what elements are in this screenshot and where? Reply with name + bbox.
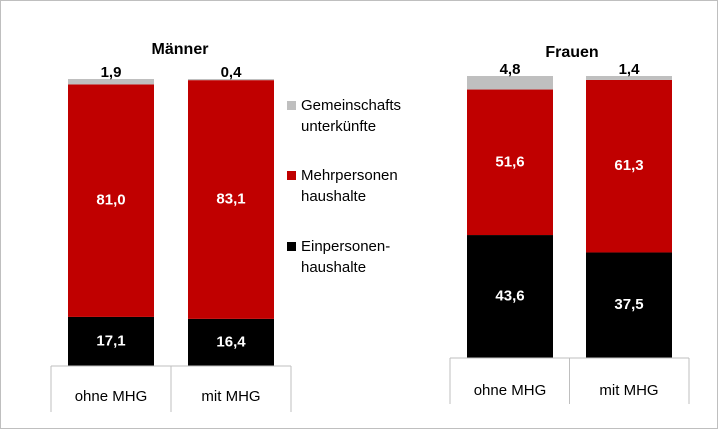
x-tick-label: ohne MHG: [474, 382, 547, 399]
x-tick-label: mit MHG: [201, 388, 260, 405]
chart-title: Männer: [152, 41, 209, 58]
bar-segment: [188, 318, 274, 366]
bar-segment: [68, 84, 154, 317]
value-label: 0,4: [221, 64, 243, 81]
bar-segment: [188, 80, 274, 319]
value-label: 4,8: [500, 61, 521, 78]
legend-label: Einpersonen- haushalte: [301, 238, 391, 276]
chart-title: Frauen: [545, 44, 598, 61]
x-tick-label: ohne MHG: [75, 388, 148, 405]
bar-segment: [68, 79, 154, 85]
value-label: 83,1: [216, 190, 245, 207]
x-tick-label: mit MHG: [599, 382, 658, 399]
legend-swatch: [287, 171, 296, 180]
bar-segment: [586, 76, 672, 80]
bar-segment: [467, 89, 553, 236]
bar-segment: [586, 79, 672, 253]
value-label: 43,6: [495, 287, 524, 304]
bar-segment: [68, 316, 154, 366]
value-label: 51,6: [495, 153, 524, 170]
value-label: 16,4: [216, 333, 246, 350]
value-label: 61,3: [614, 157, 643, 174]
value-label: 1,4: [619, 61, 641, 78]
legend-label: Mehrpersonen haushalte: [301, 167, 398, 205]
bar-segment: [188, 79, 274, 81]
legend-swatch: [287, 242, 296, 251]
value-label: 17,1: [96, 332, 125, 349]
value-label: 1,9: [101, 64, 122, 81]
bar-segment: [586, 252, 672, 358]
bar-segment: [467, 235, 553, 358]
legend-label: Gemeinschafts unterkünfte: [301, 97, 402, 135]
bar-segment: [467, 76, 553, 90]
value-label: 81,0: [96, 192, 125, 209]
value-label: 37,5: [614, 296, 643, 313]
legend-swatch: [287, 101, 296, 110]
